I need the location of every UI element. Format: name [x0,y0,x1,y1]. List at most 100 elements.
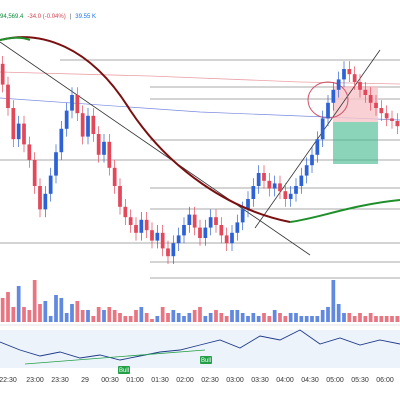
candle-body [256,173,261,186]
volume-bar [262,313,266,322]
candle-body [38,186,42,210]
candle-body [352,74,357,82]
candle-body [187,214,192,225]
volume-bar [336,304,341,322]
candle-body [379,108,384,114]
volume-bar [363,316,368,322]
x-axis-tick-label: 01:00 [126,377,144,384]
candle-body [27,144,32,160]
x-axis-tick-label: 04:30 [301,377,319,384]
candle-body [128,217,133,225]
volume-bar [299,316,304,322]
volume-bar [374,316,378,322]
bull-signal-badge [118,366,130,374]
volume-bar [96,307,101,322]
volume-bar [304,316,309,322]
candle-body [363,89,368,95]
volume-bar [278,313,282,322]
volume-bar [214,310,218,322]
x-axis-tick-label: 03:00 [226,377,244,384]
volume-bar [171,310,176,322]
candle-body [310,154,314,166]
candle-body [16,123,21,140]
candle-body [347,69,352,75]
risk-zone [333,86,378,122]
candle-body [192,214,197,228]
change-value: -34.0 (-0.04%) [27,14,66,20]
candle-body [336,79,341,90]
volume-bar [326,307,330,322]
candle-body [304,165,309,176]
candle-body [80,113,85,137]
volume-bar [283,316,288,322]
candle-body [294,186,298,194]
candle-body [166,248,170,257]
candle-body [384,113,389,119]
target-zone [333,122,378,164]
volume-bar [91,316,96,322]
candle-body [118,186,122,207]
volume-bar [107,307,112,322]
volume-bar [139,307,144,322]
volume-bar [390,316,394,322]
candle-body [299,175,304,186]
volume-bar [155,316,160,322]
volume-bar [70,304,74,322]
volume-bar [246,316,250,322]
volume-bar [320,310,325,322]
candle-body [86,115,90,137]
volume-bar [102,310,106,322]
candle-body [251,186,256,199]
divergence-line [24,349,206,365]
candle-body [75,95,80,114]
candle-body [139,219,144,233]
resistance-level-line [0,71,400,85]
candle-body [283,191,288,199]
candle-body [267,180,272,189]
moving-average-green-start [0,36,31,41]
volume-bar [123,316,128,322]
candle-body [374,102,378,108]
volume-bar [176,313,181,322]
candle-body [235,222,240,233]
candle-body [368,95,373,103]
volume-bar [310,316,314,322]
volume-bar [198,307,202,322]
volume-bar [144,313,149,322]
volume-bar [331,280,336,322]
volume-bar [208,313,213,322]
volume-bar [192,310,197,322]
candle-body [240,209,245,223]
volume-bar [128,316,133,322]
bull-signal-badge [200,356,212,364]
candle-body [134,225,138,233]
x-axis-tick-label: 29 [81,377,89,384]
volume-bar [294,313,298,322]
candle-body [331,89,336,103]
candle-body [102,141,106,155]
volume-bar [32,280,37,322]
x-axis-tick-label: 23:30 [51,377,69,384]
volume-bar [160,307,165,322]
candle-body [171,243,176,257]
volume-bar [43,301,48,322]
candle-body [262,173,266,181]
candle-body [198,227,202,238]
candle-body [59,128,64,153]
x-axis-tick-label: 06:00 [376,377,394,384]
volume-bar [384,316,389,322]
candle-body [395,121,400,127]
candle-body [160,232,165,249]
candle-body [224,235,229,244]
volume-bar [352,316,357,322]
volume-bar [64,313,69,322]
close-value: 94,569.4 [0,14,24,20]
candle-body [390,118,394,121]
candle-body [358,82,362,90]
candle-body [150,230,154,241]
candle-body [326,102,330,119]
x-axis-tick-label: 22:30 [0,377,17,384]
moving-average-green [289,199,400,223]
